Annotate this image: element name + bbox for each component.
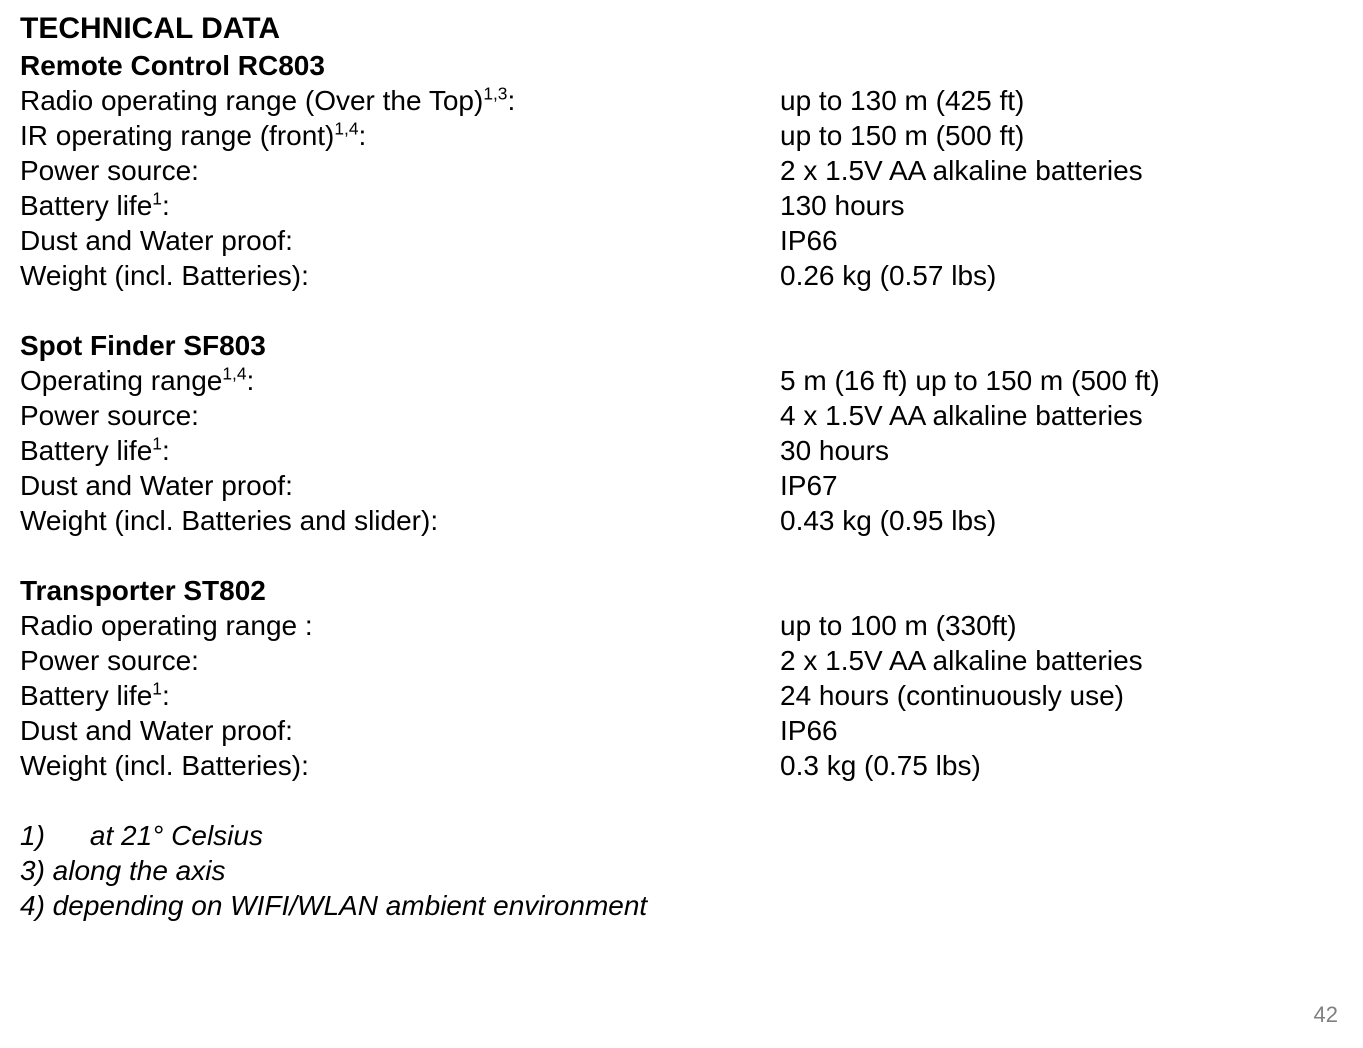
blank-spacer — [20, 293, 1343, 328]
footnote-4: 4) depending on WIFI/WLAN ambient enviro… — [20, 888, 1343, 923]
label-text: Operating range — [20, 365, 222, 396]
spec-row: Power source: 2 x 1.5V AA alkaline batte… — [20, 153, 1343, 188]
spec-value: up to 130 m (425 ft) — [780, 83, 1343, 118]
spec-row: Battery life1: 30 hours — [20, 433, 1343, 468]
label-text: : — [359, 120, 367, 151]
spec-value: 30 hours — [780, 433, 1343, 468]
spec-value: up to 100 m (330ft) — [780, 608, 1343, 643]
footnote-1: 1)at 21° Celsius — [20, 818, 1343, 853]
spec-value: 2 x 1.5V AA alkaline batteries — [780, 153, 1343, 188]
footnote-ref: 1,4 — [334, 118, 358, 138]
label-text: Battery life — [20, 680, 152, 711]
spec-label: Dust and Water proof: — [20, 713, 780, 748]
spec-label: Power source: — [20, 643, 780, 678]
spec-row: Radio operating range : up to 100 m (330… — [20, 608, 1343, 643]
label-text: : — [247, 365, 255, 396]
spec-value: IP66 — [780, 713, 1343, 748]
spec-label: Weight (incl. Batteries): — [20, 748, 780, 783]
spec-row: Weight (incl. Batteries): 0.26 kg (0.57 … — [20, 258, 1343, 293]
spec-label: IR operating range (front)1,4: — [20, 118, 780, 153]
label-text: : — [162, 435, 170, 466]
section-heading-rc803: Remote Control RC803 — [20, 48, 1343, 83]
spec-row: Power source: 4 x 1.5V AA alkaline batte… — [20, 398, 1343, 433]
spec-row: Dust and Water proof: IP66 — [20, 713, 1343, 748]
footnote-num: 1) — [20, 820, 45, 851]
spec-label: Power source: — [20, 153, 780, 188]
spec-row: Weight (incl. Batteries): 0.3 kg (0.75 l… — [20, 748, 1343, 783]
spec-label: Power source: — [20, 398, 780, 433]
spec-row: Battery life1: 130 hours — [20, 188, 1343, 223]
footnotes: 1)at 21° Celsius 3) along the axis 4) de… — [20, 818, 1343, 923]
spec-label: Radio operating range (Over the Top)1,3: — [20, 83, 780, 118]
spec-value: 24 hours (continuously use) — [780, 678, 1343, 713]
spec-value: 130 hours — [780, 188, 1343, 223]
footnote-ref: 1 — [152, 678, 162, 698]
label-text: Battery life — [20, 190, 152, 221]
spec-label: Weight (incl. Batteries): — [20, 258, 780, 293]
technical-data-page: TECHNICAL DATA Remote Control RC803 Radi… — [0, 0, 1363, 943]
spec-value: IP66 — [780, 223, 1343, 258]
spec-row: Power source: 2 x 1.5V AA alkaline batte… — [20, 643, 1343, 678]
spec-label: Operating range1,4: — [20, 363, 780, 398]
spec-label: Dust and Water proof: — [20, 468, 780, 503]
spec-value: 4 x 1.5V AA alkaline batteries — [780, 398, 1343, 433]
label-text: Battery life — [20, 435, 152, 466]
spec-label: Weight (incl. Batteries and slider): — [20, 503, 780, 538]
footnote-3: 3) along the axis — [20, 853, 1343, 888]
spec-label: Radio operating range : — [20, 608, 780, 643]
page-title: TECHNICAL DATA — [20, 10, 1343, 48]
spec-value: IP67 — [780, 468, 1343, 503]
label-text: IR operating range (front) — [20, 120, 334, 151]
spec-row: Dust and Water proof: IP66 — [20, 223, 1343, 258]
page-number: 42 — [1314, 1002, 1338, 1028]
blank-spacer — [20, 783, 1343, 818]
section-heading-st802: Transporter ST802 — [20, 573, 1343, 608]
spec-value: up to 150 m (500 ft) — [780, 118, 1343, 153]
footnote-ref: 1,4 — [222, 363, 246, 383]
label-text: : — [507, 85, 515, 116]
spec-value: 0.3 kg (0.75 lbs) — [780, 748, 1343, 783]
spec-row: Battery life1: 24 hours (continuously us… — [20, 678, 1343, 713]
footnote-ref: 1 — [152, 188, 162, 208]
footnote-text: at 21° Celsius — [45, 820, 263, 851]
spec-label: Battery life1: — [20, 678, 780, 713]
label-text: : — [162, 680, 170, 711]
spec-row: Dust and Water proof: IP67 — [20, 468, 1343, 503]
spec-label: Battery life1: — [20, 188, 780, 223]
blank-spacer — [20, 538, 1343, 573]
spec-row: Operating range1,4: 5 m (16 ft) up to 15… — [20, 363, 1343, 398]
footnote-ref: 1 — [152, 433, 162, 453]
spec-value: 5 m (16 ft) up to 150 m (500 ft) — [780, 363, 1343, 398]
label-text: Radio operating range (Over the Top) — [20, 85, 483, 116]
spec-value: 2 x 1.5V AA alkaline batteries — [780, 643, 1343, 678]
spec-label: Battery life1: — [20, 433, 780, 468]
spec-value: 0.26 kg (0.57 lbs) — [780, 258, 1343, 293]
spec-row: Weight (incl. Batteries and slider): 0.4… — [20, 503, 1343, 538]
spec-row: Radio operating range (Over the Top)1,3:… — [20, 83, 1343, 118]
footnote-ref: 1,3 — [483, 83, 507, 103]
spec-row: IR operating range (front)1,4: up to 150… — [20, 118, 1343, 153]
spec-label: Dust and Water proof: — [20, 223, 780, 258]
spec-value: 0.43 kg (0.95 lbs) — [780, 503, 1343, 538]
label-text: : — [162, 190, 170, 221]
section-heading-sf803: Spot Finder SF803 — [20, 328, 1343, 363]
